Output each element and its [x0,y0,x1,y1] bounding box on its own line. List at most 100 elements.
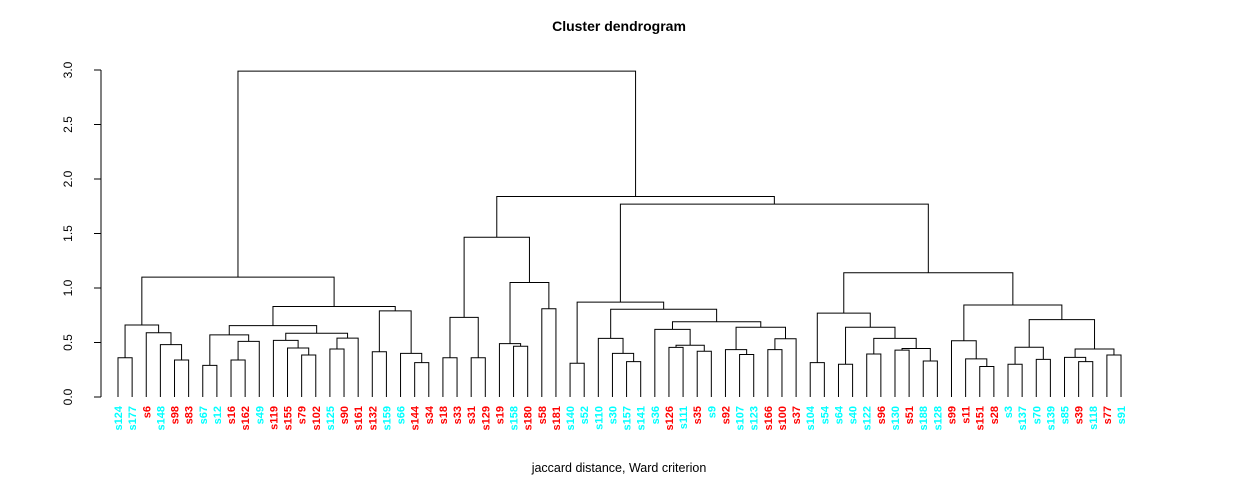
dendrogram-link [272,339,299,397]
dendrogram-link [668,346,684,397]
leaf-label: s124 [113,405,125,430]
leaf-label: s98 [170,406,182,424]
dendrogram-link [774,338,797,397]
leaf-label: s85 [1060,406,1072,424]
dendrogram-link [228,325,318,335]
y-axis-tick-label: 3.0 [61,61,75,78]
dendrogram-link [336,337,359,397]
dendrogram-link [843,272,1014,314]
leaf-label: s90 [339,406,351,424]
leaf-label: s107 [735,406,747,430]
leaf-label: s126 [664,406,676,430]
dendrogram-link [965,358,988,397]
leaf-label: s31 [466,406,478,424]
dendrogram-link [1028,319,1096,350]
dendrogram-link [159,344,183,397]
leaf-label: s6 [141,406,153,418]
leaf-label: s137 [1017,406,1029,430]
dendrogram-link [922,360,938,397]
leaf-label: s39 [1074,406,1086,424]
leaf-label: s110 [593,406,605,430]
dendrogram-link [498,343,522,397]
dendrogram-link [285,332,349,341]
leaf-label: s9 [706,406,718,418]
dendrogram-link [145,332,172,397]
leaf-label: s36 [650,406,662,424]
y-axis-tick-label: 2.0 [61,170,75,187]
dendrogram-link [845,326,896,365]
leaf-label: s99 [946,406,958,424]
leaf-label: s188 [918,406,930,430]
leaf-label: s123 [749,406,761,430]
dendrogram-link [463,236,530,318]
dendrogram-link [576,301,665,364]
leaf-label: s35 [692,406,704,424]
dendrogram-link [449,316,479,358]
leaf-label: s161 [353,406,365,430]
dendrogram-link [329,348,345,397]
dendrogram-link [378,310,412,354]
dendrogram-link [610,308,718,339]
dendrogram-link [209,334,250,366]
leaf-label: s148 [155,406,167,430]
leaf-label: s18 [438,406,450,424]
dendrogram-link [287,347,310,397]
dendrogram-link [117,357,133,397]
leaf-label: s40 [848,406,860,424]
leaf-label: s12 [212,406,224,424]
leaf-label: s77 [1102,406,1114,424]
chart-title: Cluster dendrogram [552,18,686,34]
leaf-label: s91 [1116,406,1128,424]
leaf-label: s177 [127,406,139,430]
dendrogram-link [1064,356,1087,397]
leaf-label: s158 [509,406,521,430]
dendrogram-link [124,324,160,358]
leaf-label: s151 [975,406,987,430]
leaf-label: s144 [410,405,422,430]
dendrogram-link [496,195,775,238]
leaf-label: s67 [198,406,210,424]
leaf-label: s141 [636,406,648,430]
dendrogram-link [675,344,705,352]
leaf-label: s49 [254,406,266,424]
dendrogram-link [202,364,218,397]
dendrogram-link [866,353,882,397]
dendrogram-link [1074,348,1115,358]
dendrogram-link [873,337,917,354]
dendrogram-link [671,321,762,330]
leaf-label: s11 [961,406,973,424]
leaf-label: s166 [763,406,775,430]
x-axis-label: jaccard distance, Ward criterion [531,461,707,475]
leaf-label: s159 [381,406,393,430]
dendrogram-link [237,340,260,397]
dendrogram-link [767,349,783,397]
leaf-label: s54 [819,405,831,424]
leaf-label: s157 [622,406,634,430]
leaf-label: s30 [607,406,619,424]
dendrogram-link [301,354,317,397]
leaf-label: s100 [777,406,789,430]
dendrogram-link [611,352,635,397]
dendrogram-link [541,308,557,397]
leaf-label: s155 [283,406,295,430]
dendrogram-link [414,362,430,397]
leaf-label: s104 [805,405,817,430]
leaf-label: s102 [311,406,323,430]
leaf-label: s140 [565,406,577,430]
dendrogram-link [724,349,748,397]
dendrogram-link [619,203,929,303]
dendrogram-link [400,352,423,397]
leaf-label: s180 [523,406,535,430]
leaf-label: s70 [1031,406,1043,424]
dendrogram-link [809,362,825,397]
leaf-label: s16 [226,406,238,424]
leaf-label: s118 [1088,406,1100,430]
leaf-label: s162 [240,406,252,430]
dendrogram-link [816,312,871,363]
leaf-label: s125 [325,406,337,430]
leaf-label: s122 [862,406,874,430]
y-axis-tick-label: 1.5 [61,225,75,242]
leaf-label: s83 [184,406,196,424]
